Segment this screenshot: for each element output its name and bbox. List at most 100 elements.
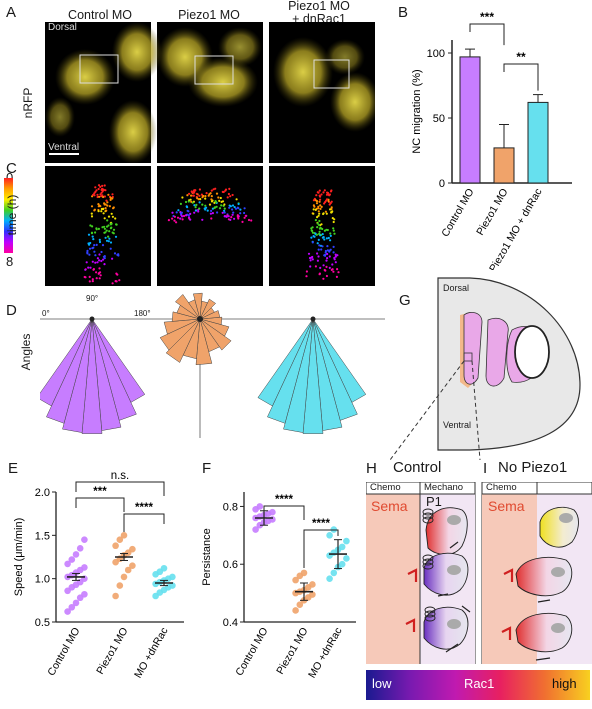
chart-b-bar: [527, 101, 549, 184]
panel-label-b: B: [398, 4, 409, 21]
panel-label-g: G: [399, 292, 411, 309]
schematic-dorsal: Dorsal: [443, 283, 470, 293]
embryo-schematic: [389, 277, 581, 460]
chart-f-sig-label: ****: [275, 494, 293, 506]
chart-f-point: [309, 581, 316, 588]
chart-e-sig-bracket: [123, 513, 165, 532]
label-dorsal: Dorsal: [48, 22, 77, 33]
schematic-ventral: Ventral: [443, 420, 472, 430]
chart-f-y-label: Persistance: [201, 528, 213, 585]
chart-b-bar: [459, 56, 481, 184]
chart-e-point: [160, 564, 168, 572]
chart-b-x-tick: Piezo1 MO: [474, 187, 510, 238]
chart-e-point: [129, 562, 136, 569]
chart-e-point: [81, 564, 88, 571]
chart-f-y-tick: 0.4: [223, 617, 238, 629]
chart-e-y-tick: 1.5: [35, 530, 50, 542]
time-start-label: 0: [6, 170, 13, 185]
chart-f-point: [296, 601, 304, 608]
chart-e-point: [64, 560, 71, 568]
angle-label-180: 180°: [134, 309, 151, 318]
chart-e-x-tick: Piezo1 MO: [94, 626, 130, 677]
label-mechano: Mechano: [424, 482, 464, 493]
chart-b-sig-label: ***: [480, 10, 494, 24]
chart-e-point: [116, 536, 124, 543]
chart-f-point: [343, 555, 350, 562]
control-title: Control: [393, 459, 442, 476]
chart-e-point: [169, 582, 176, 589]
chart-f-y-tick: 0.6: [223, 559, 238, 571]
chart-b-bar: [493, 147, 515, 184]
chart-e-sig-label: ****: [135, 502, 153, 514]
chart-e-point: [68, 603, 76, 611]
chart-f-point: [292, 576, 299, 584]
time-end-label: 8: [6, 254, 14, 269]
chart-f-point: [269, 516, 276, 523]
chart-e-y-tick: 2.0: [35, 487, 50, 499]
chart-f-point: [326, 575, 333, 582]
chart-e-point: [129, 545, 136, 553]
chart-b-sig-label: **: [516, 50, 526, 64]
chart-f-sig-bracket: [263, 505, 305, 520]
chart-f-x-tick: Piezo1 MO: [274, 626, 310, 677]
chart-f-point: [338, 560, 346, 568]
label-p1: P1: [426, 494, 442, 509]
row-label-nrfp: nRFP: [21, 87, 35, 119]
chart-e-point: [112, 592, 119, 600]
nrfp-images: [45, 22, 375, 163]
chart-b-sig-bracket: [469, 23, 505, 46]
chart-b-y-tick: 50: [433, 113, 445, 125]
chart-e-point: [120, 573, 128, 581]
label-chemo-control: Chemo: [370, 482, 401, 493]
chart-f-point: [300, 569, 308, 577]
chart-e-point: [68, 556, 76, 563]
chart-e-y-label: Speed (μm/min): [13, 518, 25, 596]
chart-e-point: [64, 608, 71, 615]
time-colorbar: [4, 178, 13, 253]
label-ventral: Ventral: [48, 142, 80, 153]
chart-e: 0.5 1.0 1.5 2.0 Speed (μm/min) Control MO Piez…: [13, 470, 184, 678]
chart-e-point: [124, 566, 132, 574]
chart-b-y-tick: 0: [439, 178, 445, 190]
chart-e-x-tick: Control MO: [45, 626, 82, 678]
chart-e-point: [76, 545, 84, 552]
chart-e-sig-bracket: [75, 497, 125, 512]
chart-f-sig-label: ****: [312, 518, 330, 530]
rose-plots: [40, 292, 385, 438]
label-sema-control: Sema: [371, 498, 408, 514]
panel-label-i: I: [483, 460, 488, 477]
rac1-schematic: [366, 482, 592, 664]
chart-f-point: [252, 526, 259, 533]
chart-b-x-tick: Control MO: [439, 187, 476, 239]
chart-e-sig-label: ***: [93, 486, 107, 498]
chart-e-y-tick: 1.0: [35, 574, 50, 586]
chart-e-point: [169, 573, 176, 581]
column-title-control: Control MO: [68, 8, 132, 22]
chart-f-point: [256, 503, 264, 510]
chart-f-sig-bracket: [303, 529, 339, 568]
chart-e-y-tick: 0.5: [35, 617, 50, 629]
rac1-low-label: low: [372, 676, 392, 691]
chart-e-point: [112, 542, 119, 550]
chart-f-point: [269, 508, 276, 516]
angle-label-90: 90°: [86, 294, 99, 303]
panel-label-a: A: [6, 4, 17, 21]
angle-label-0: 0°: [42, 309, 50, 318]
chart-e-sig-bracket: [75, 481, 165, 496]
column-title-piezo: Piezo1 MO: [178, 8, 240, 22]
chart-e-point: [120, 532, 128, 539]
label-sema-nopiezo: Sema: [488, 498, 525, 514]
chart-e-point: [81, 536, 88, 543]
label-chemo-nopiezo: Chemo: [486, 482, 517, 493]
chart-b-y-tick: 100: [427, 48, 445, 60]
time-axis-label: time (h): [5, 194, 19, 236]
chart-b-y-label: NC migration (%): [411, 69, 423, 153]
chart-e-point: [81, 590, 88, 598]
row-label-angles: Angles: [19, 333, 33, 371]
panel-label-h: H: [366, 460, 377, 477]
panel-label-d: D: [6, 302, 17, 319]
chart-f-x-tick: Control MO: [233, 626, 270, 678]
chart-f-point: [309, 591, 316, 598]
